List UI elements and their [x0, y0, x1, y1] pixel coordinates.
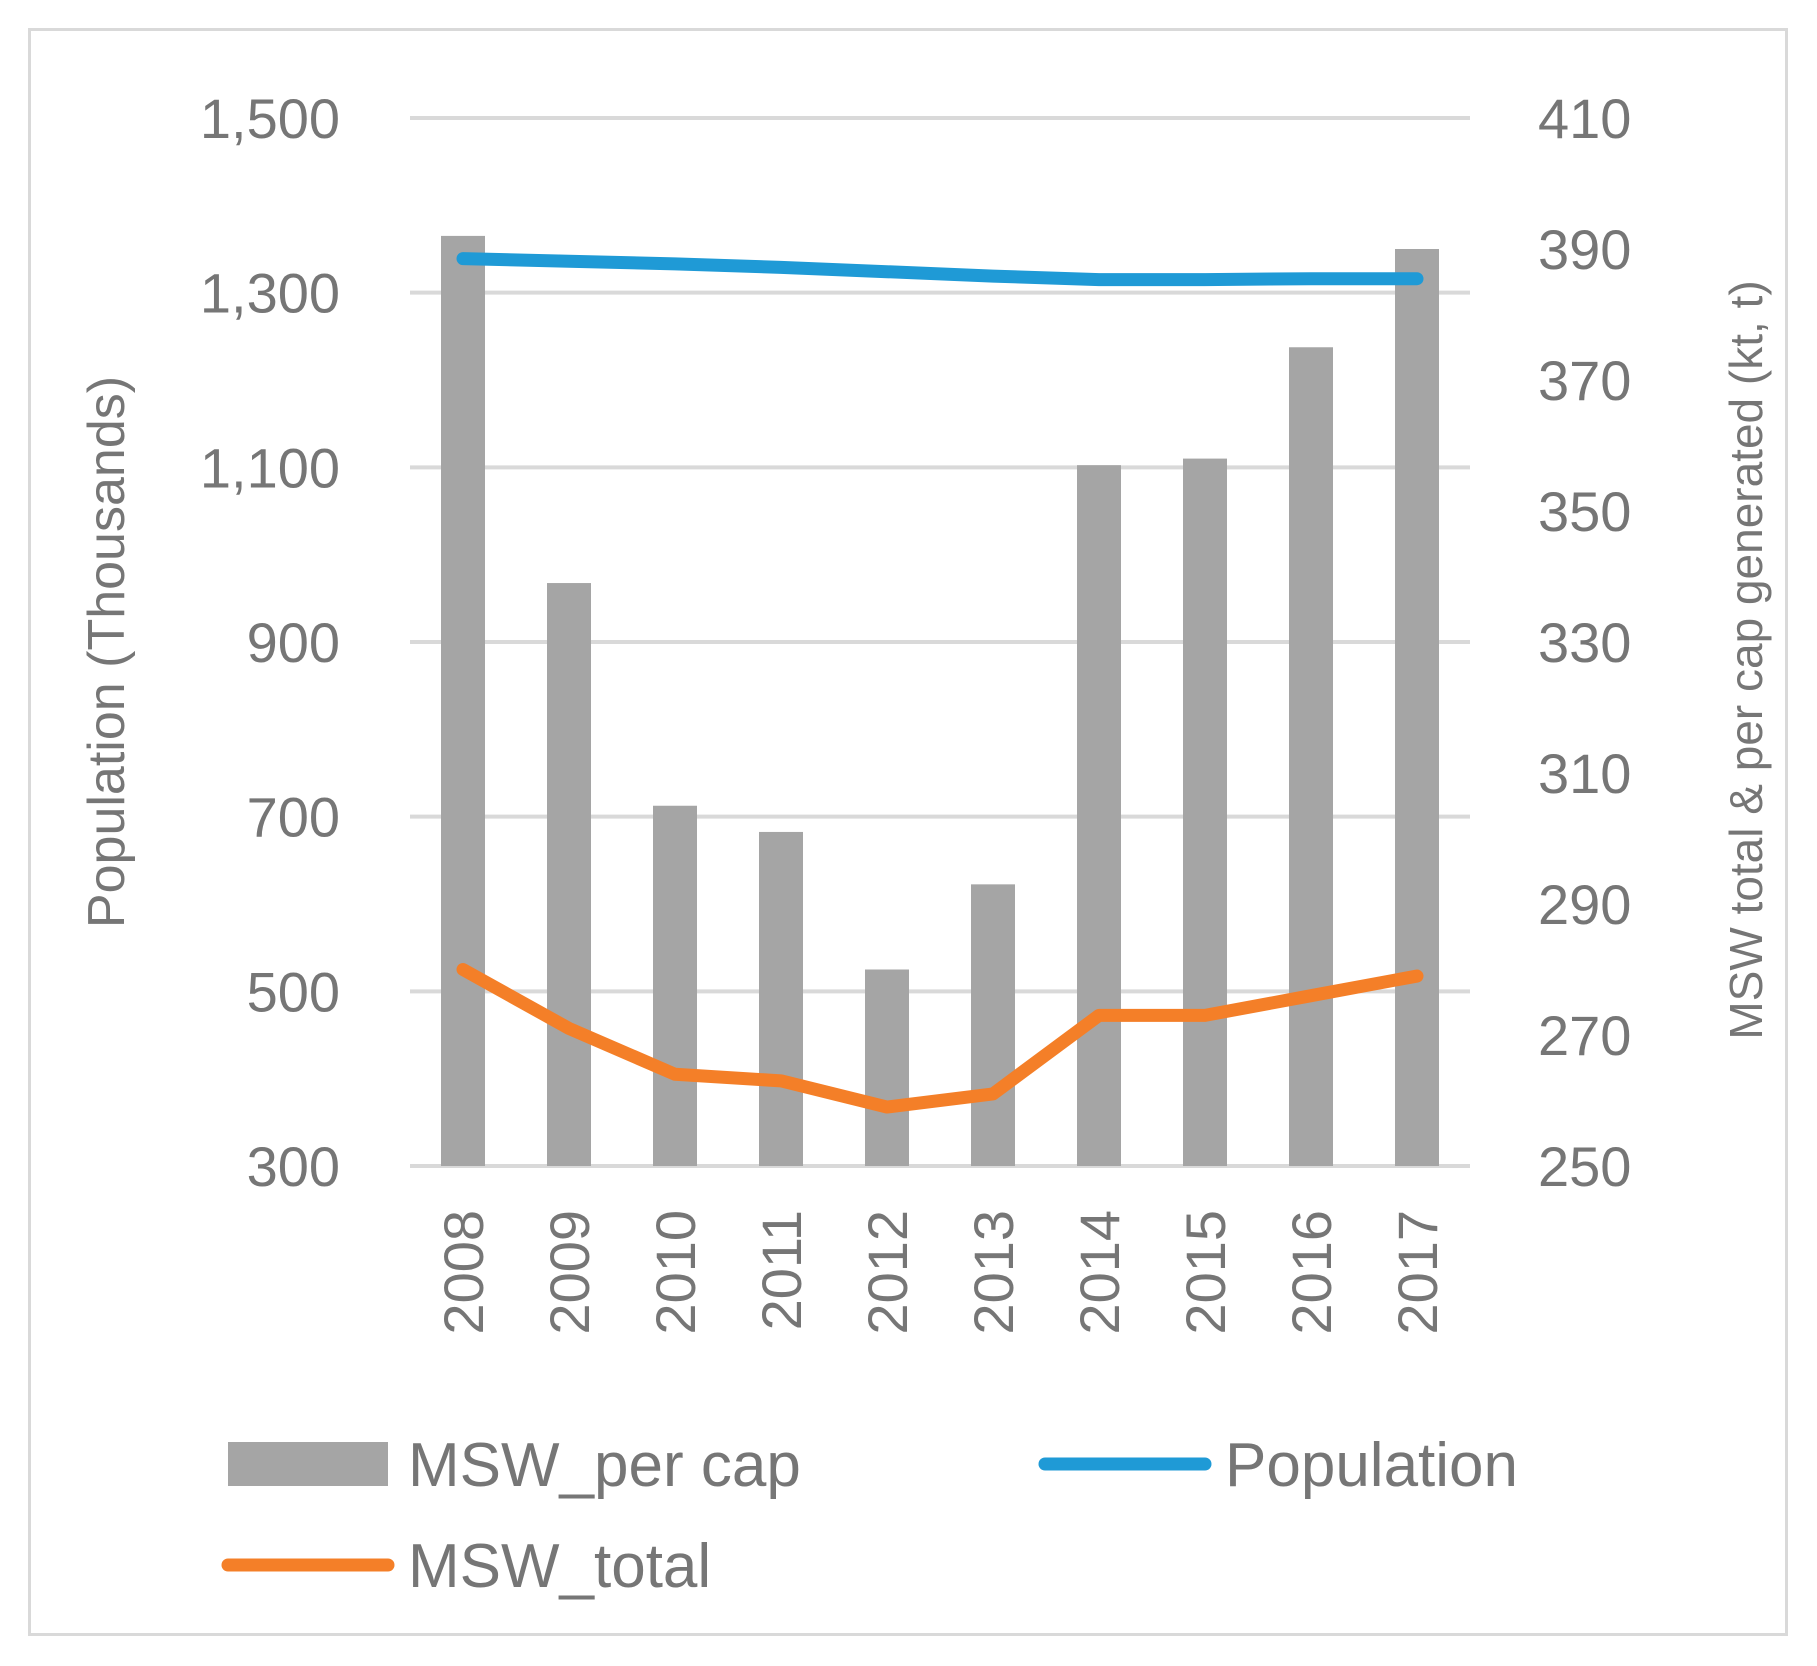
- x-axis-ticks: 2008 2009 2010 2011 2012 2013 2014 2015 2016 2017: [432, 1210, 1449, 1335]
- right-tick-label: 410: [1538, 87, 1631, 150]
- bar-msw-per-cap-2016: [1289, 347, 1333, 1166]
- left-tick-label: 1,500: [200, 87, 340, 150]
- left-tick-label: 700: [247, 786, 340, 849]
- bar-msw-per-cap-2015: [1183, 458, 1227, 1167]
- right-tick-label: 290: [1538, 873, 1631, 936]
- right-tick-label: 350: [1538, 480, 1631, 543]
- x-tick-label: 2012: [856, 1210, 919, 1335]
- x-tick-label: 2011: [750, 1210, 813, 1330]
- bar-msw-per-cap-2011: [759, 831, 803, 1166]
- left-tick-label: 300: [247, 1135, 340, 1198]
- bar-msw-per-cap-2014: [1077, 465, 1121, 1166]
- left-tick-label: 1,100: [200, 436, 340, 499]
- right-axis-title: MSW total & per cap generated (kt, t): [1720, 280, 1772, 1039]
- x-tick-label: 2013: [962, 1210, 1025, 1335]
- right-axis-ticks: 250 270 290 310 330 350 370 390 410: [1538, 87, 1631, 1198]
- x-tick-label: 2008: [432, 1210, 495, 1335]
- bar-msw-per-cap-2012: [865, 969, 909, 1166]
- x-tick-label: 2010: [644, 1210, 707, 1335]
- left-axis-ticks: 300 500 700 900 1,100 1,300 1,500: [200, 87, 340, 1198]
- x-tick-label: 2017: [1386, 1210, 1449, 1335]
- right-tick-label: 250: [1538, 1135, 1631, 1198]
- legend-swatch-msw-per-cap: [228, 1442, 388, 1486]
- right-tick-label: 270: [1538, 1004, 1631, 1067]
- legend: MSW_per cap Population MSW_total: [221, 1431, 1518, 1601]
- line-msw-total: [456, 963, 1424, 1114]
- left-tick-label: 500: [247, 960, 340, 1023]
- x-tick-label: 2016: [1280, 1210, 1343, 1335]
- x-tick-label: 2015: [1174, 1210, 1237, 1335]
- line-series: [456, 252, 1424, 1114]
- legend-label-msw-per-cap: MSW_per cap: [408, 1431, 801, 1500]
- right-tick-label: 330: [1538, 611, 1631, 674]
- bar-msw-per-cap-2010: [653, 805, 697, 1166]
- bar-msw-per-cap-2017: [1395, 249, 1439, 1166]
- left-tick-label: 1,300: [200, 262, 340, 325]
- chart-frame: [28, 28, 1788, 1636]
- bar-msw-per-cap-2013: [971, 884, 1015, 1166]
- bar-msw-per-cap-2009: [547, 583, 591, 1166]
- x-tick-label: 2009: [538, 1210, 601, 1335]
- right-tick-label: 310: [1538, 742, 1631, 805]
- left-axis-title: Population (Thousands): [78, 376, 136, 928]
- line-population: [456, 252, 1424, 287]
- x-tick-label: 2014: [1068, 1210, 1131, 1335]
- legend-label-population: Population: [1225, 1431, 1518, 1500]
- right-tick-label: 370: [1538, 349, 1631, 412]
- legend-label-msw-total: MSW_total: [408, 1532, 711, 1601]
- bar-series-msw-per-cap: [441, 235, 1439, 1167]
- right-tick-label: 390: [1538, 218, 1631, 281]
- bar-msw-per-cap-2008: [441, 235, 485, 1166]
- left-tick-label: 900: [247, 611, 340, 674]
